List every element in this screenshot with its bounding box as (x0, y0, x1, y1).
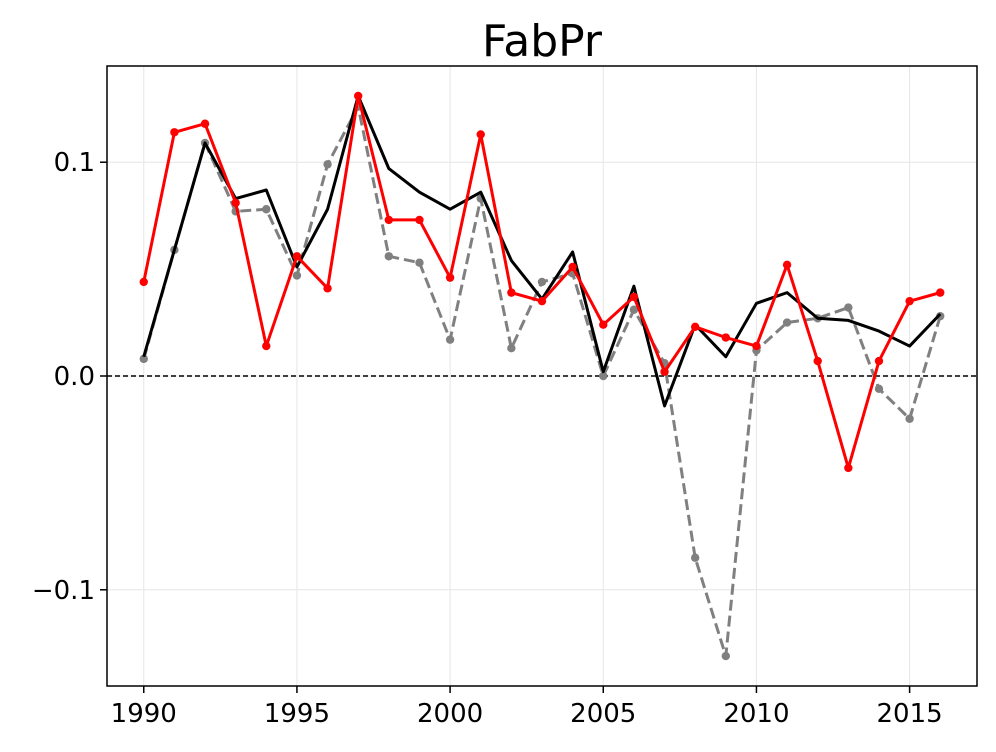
data-point (262, 205, 271, 214)
data-point (537, 277, 547, 287)
data-point (690, 553, 700, 562)
data-point (660, 367, 669, 376)
data-point (782, 318, 792, 327)
y-tick-label: 0.0 (54, 362, 95, 392)
y-axis: −0.1 0.0 0.1 (32, 148, 107, 606)
data-point (415, 258, 424, 267)
chart-title: FabPr (482, 16, 603, 67)
series-group (139, 91, 945, 661)
y-tick-label: −0.1 (32, 576, 95, 606)
data-point (384, 215, 394, 225)
data-point (936, 288, 945, 297)
data-point (384, 252, 394, 261)
data-point (905, 414, 914, 423)
data-point (537, 296, 547, 306)
data-point (568, 262, 577, 272)
data-point (323, 160, 332, 169)
data-point (170, 128, 179, 137)
data-point (752, 341, 761, 351)
data-point (139, 277, 148, 287)
data-point (721, 333, 731, 342)
x-tick-label: 2000 (417, 699, 483, 729)
data-point (874, 384, 884, 394)
data-point (507, 288, 516, 297)
x-tick-label: 1995 (264, 699, 330, 729)
data-point (629, 305, 639, 314)
data-point (476, 130, 485, 139)
data-point (415, 215, 424, 225)
data-point (874, 356, 884, 366)
data-point (813, 356, 822, 366)
data-point (844, 463, 853, 473)
data-point (599, 320, 608, 329)
data-point (782, 260, 792, 270)
data-point (353, 91, 363, 101)
data-point (231, 198, 240, 208)
data-point (629, 292, 639, 302)
data-point (323, 284, 332, 293)
data-point (721, 651, 731, 661)
x-axis: 1990 1995 2000 2005 2010 2015 (111, 686, 943, 729)
data-point (905, 296, 914, 306)
data-point (200, 119, 210, 128)
data-point (445, 273, 455, 282)
data-point (445, 335, 455, 344)
data-point (690, 322, 700, 332)
x-tick-label: 1990 (111, 699, 177, 729)
data-point (507, 344, 516, 353)
data-point (292, 271, 302, 280)
x-tick-label: 2010 (723, 699, 789, 729)
data-point (262, 341, 271, 351)
data-point (139, 354, 148, 364)
series-line (142, 105, 942, 658)
data-point (599, 371, 608, 381)
x-tick-label: 2005 (570, 699, 636, 729)
y-tick-label: 0.1 (54, 148, 95, 178)
series-3 (139, 91, 945, 473)
data-point (292, 252, 302, 261)
x-tick-label: 2015 (877, 699, 943, 729)
data-point (844, 303, 853, 312)
